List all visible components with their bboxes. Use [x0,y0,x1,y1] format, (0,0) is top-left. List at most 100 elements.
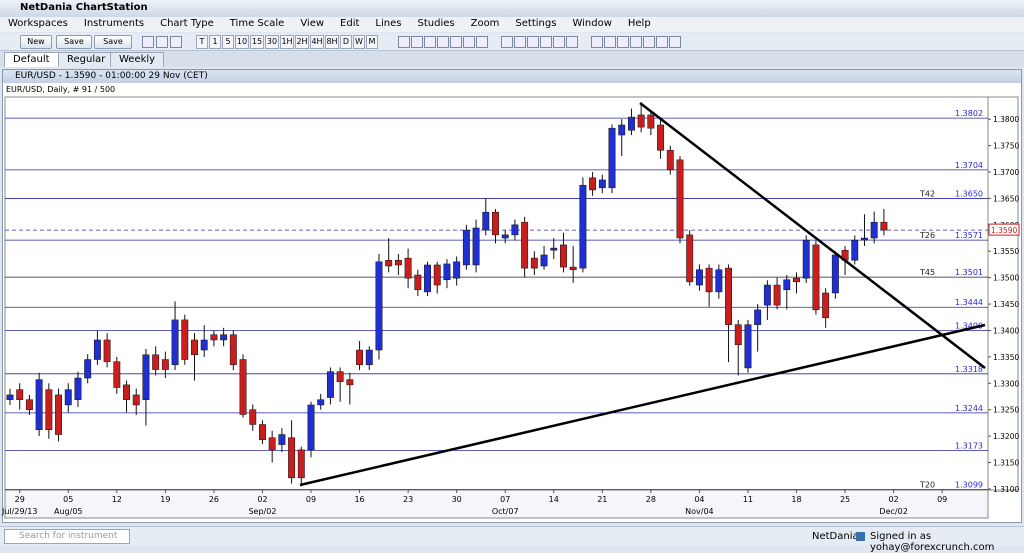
candle-body [210,334,218,341]
x-tick-label: 14 [549,495,559,504]
candle-body [598,179,606,189]
timescale-button[interactable]: 10 [235,35,249,49]
menu-item[interactable]: Zoom [470,18,500,29]
timescale-button[interactable]: 30 [265,35,279,49]
candle-body [123,384,130,400]
toolbar-icon[interactable] [501,36,513,48]
candle-body [783,279,791,291]
menu-item[interactable]: Instruments [83,18,145,29]
toolbar-icon[interactable] [398,36,410,48]
search-box[interactable]: Search for instrument [4,529,130,544]
x-tick-label: 09 [306,495,316,504]
menu-bar: Workspaces Instruments Chart Type Time Scal… [0,17,1024,32]
x-tick-label: 30 [452,495,462,504]
toolbar-icon[interactable] [476,36,488,48]
menu-item[interactable]: Time Scale [229,18,285,29]
toolbar-icon[interactable] [463,36,475,48]
toolbar-icon[interactable] [617,36,629,48]
timescale-button[interactable]: 15 [250,35,264,49]
candle-body [569,266,577,270]
menu-item[interactable]: Studies [417,18,455,29]
toolbar-icon[interactable] [437,36,449,48]
timescale-button[interactable]: 1H [280,35,294,49]
toolbar-button[interactable]: New [20,35,52,49]
candle-body [618,124,626,136]
timescale-button[interactable]: D [340,35,352,49]
menu-item[interactable]: View [300,18,325,29]
timescale-button[interactable]: T [196,35,208,49]
candle-body [161,359,169,370]
candle-body [132,394,140,406]
toolbar-icon[interactable] [142,36,154,48]
menu-item[interactable]: Settings [515,18,557,29]
toolbar-icon[interactable] [669,36,681,48]
candle-body [851,239,859,261]
level-label: 1.3099 [955,480,983,489]
tab[interactable]: Regular [58,52,115,67]
y-tick-label: 1.3400 [993,326,1019,335]
toolbar-icon[interactable] [527,36,539,48]
menu-item[interactable]: Edit [340,18,360,29]
x-tick-sublabel: Sep/02 [248,507,276,516]
candle-body [84,359,92,379]
toolbar-icon[interactable] [604,36,616,48]
toolbar-icon[interactable] [411,36,423,48]
toolbar-icon[interactable] [630,36,642,48]
candle-body [657,124,665,151]
toolbar-icon[interactable] [450,36,462,48]
toolbar-icon[interactable] [566,36,578,48]
candle-body [35,379,43,431]
window-title: EUR/USD - 1.3590 - 01:00:00 29 Nov (CET) [15,71,208,81]
menu-item[interactable]: Chart Type [160,18,214,29]
timescale-button[interactable]: 1 [209,35,221,49]
candle-body [326,371,334,398]
candle-body [744,324,752,369]
x-tick-sublabel: Nov/04 [685,507,714,516]
tab[interactable]: Default [4,52,59,67]
status-icon [856,532,865,541]
toolbar-button[interactable]: Save as... [94,35,132,58]
candle-body [346,379,354,386]
status-bar: Search for instrument NetDania Signed in… [0,526,1024,553]
menu-item[interactable]: Help [627,18,651,29]
timescale-button[interactable]: W [353,35,365,49]
tab[interactable]: Weekly [110,52,165,67]
candle-body [773,284,781,306]
candle-body [482,211,490,231]
candle-body [74,377,82,400]
toolbar-icon[interactable] [156,36,168,48]
menu-item[interactable]: Workspaces [8,18,68,29]
toolbar-icon[interactable] [424,36,436,48]
level-label: 1.3173 [955,441,983,450]
toolbar-icon[interactable] [591,36,603,48]
toolbar-icon[interactable] [656,36,668,48]
x-tick-sublabel: Jul/29/13 [1,507,37,516]
trend-line [639,102,986,369]
toolbar-icon[interactable] [540,36,552,48]
menu-item[interactable]: Window [572,18,612,29]
candle-body [647,114,655,129]
y-tick-label: 1.3350 [993,353,1019,362]
candle-body [55,394,62,435]
menu-item[interactable]: Lines [375,18,402,29]
candle-body [336,371,344,382]
timescale-button[interactable]: 2H [295,35,309,49]
timescale-button[interactable]: 8H [325,35,339,49]
toolbar-icon[interactable] [170,36,182,48]
candle-body [365,349,373,366]
timescale-button[interactable]: 5 [222,35,234,49]
timescale-button[interactable]: M [366,35,378,49]
candles [6,102,986,487]
candle-body [812,244,820,311]
signed-in: Signed in as yohay@forexcrunch.com [870,531,995,553]
y-tick-label: 1.3200 [993,432,1019,441]
timescale-button[interactable]: 4H [310,35,324,49]
toolbar-icon[interactable] [643,36,655,48]
level-label: 1.3501 [955,268,983,277]
toolbar-icon[interactable] [553,36,565,48]
toolbar-icon[interactable] [514,36,526,48]
candle-body [861,237,868,241]
x-tick-label: 12 [112,495,122,504]
toolbar-button[interactable]: Save [56,35,92,49]
candle-body [550,247,558,251]
